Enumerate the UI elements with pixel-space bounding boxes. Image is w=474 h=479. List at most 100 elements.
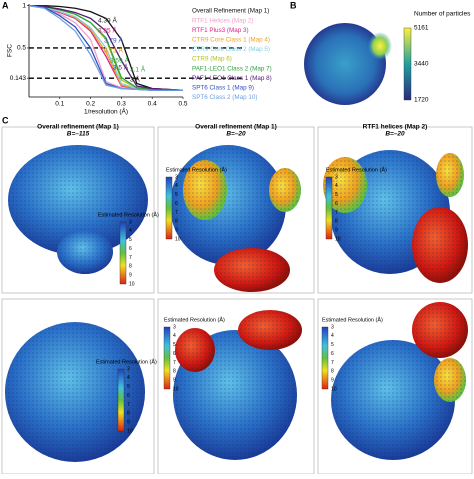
legend-entry: Overall Refinement (Map 1) <box>192 8 269 15</box>
colorbar-tick-label: 3 <box>127 366 130 372</box>
colorbar <box>165 176 173 240</box>
legend-entry: RTF1 Helices (Map 2) <box>192 17 253 24</box>
map-texture <box>412 302 468 358</box>
annotation: 3.79 Å <box>104 36 123 45</box>
colorbar-tick-label: 9 <box>173 377 176 383</box>
annotation: 3.73 Å <box>104 46 123 55</box>
x-tick-label: 0.5 <box>178 101 187 108</box>
map-texture <box>434 358 466 402</box>
map-texture <box>269 168 301 212</box>
colorbar-tick-label: 9 <box>127 419 130 425</box>
colorbar-tick-label: 5 <box>335 192 338 198</box>
colorbar-tick-label: 6 <box>331 351 334 357</box>
colorbar-tick-label: 3 <box>331 324 334 330</box>
colorbar-tick-label: 7 <box>173 360 176 366</box>
colorbar-tick-label: 5 <box>129 237 132 243</box>
colorbar-title: Estimated Resolution (Å) <box>326 166 387 173</box>
colorbar-tick-label: 3440 <box>414 61 429 68</box>
legend-entry: PAF1-LEO1 Class 2 (Map 7) <box>192 65 272 72</box>
map-bfactor: B=–20 <box>226 131 246 138</box>
colorbar-tick-label: 3 <box>129 219 132 225</box>
colorbar-title: Estimated Resolution (Å) <box>322 316 383 323</box>
y-tick-label: 1 <box>22 2 26 9</box>
map-texture <box>412 207 468 283</box>
annotation: 3 Å <box>130 75 140 84</box>
colorbar-tick-label: 7 <box>127 402 130 408</box>
panel-label: C <box>2 115 9 125</box>
legend-entry: PAF1-LEO1 Class 1 (Map 8) <box>192 75 272 82</box>
panel-label: B <box>290 0 297 10</box>
fsc-curve <box>28 5 184 91</box>
colorbar-tick-label: 10 <box>127 428 133 434</box>
colorbar-tick-label: 6 <box>127 393 130 399</box>
colorbar-tick-label: 9 <box>175 227 178 233</box>
colorbar <box>163 326 171 390</box>
map-title: RTF1 helices (Map 2) <box>363 124 428 131</box>
annotation: 3.5 Å <box>113 63 129 72</box>
colorbar-tick-label: 6 <box>175 201 178 207</box>
map-texture <box>183 160 227 220</box>
y-tick-label: 0.143 <box>10 75 27 82</box>
colorbar-tick-label: 3 <box>173 324 176 330</box>
annotation: 4.39 Å <box>98 16 117 25</box>
colorbar-tick-label: 6 <box>173 351 176 357</box>
colorbar-tick-label: 6 <box>129 246 132 252</box>
map-texture <box>323 157 367 213</box>
density-hotspot <box>368 32 392 60</box>
colorbar-tick-label: 9 <box>129 272 132 278</box>
colorbar-tick-label: 7 <box>331 360 334 366</box>
colorbar-tick-label: 5161 <box>414 25 429 32</box>
legend-entry: CTR9 Core Class 2 (Map 5) <box>192 46 270 53</box>
map-texture <box>175 328 215 372</box>
x-tick-label: 0.4 <box>148 101 157 108</box>
x-axis-title: 1/resolution (Å) <box>84 107 128 116</box>
colorbar-tick-label: 9 <box>331 377 334 383</box>
colorbar-title: Estimated Resolution (Å) <box>166 166 227 173</box>
colorbar-title: Estimated Resolution (Å) <box>98 211 159 218</box>
colorbar <box>403 27 412 101</box>
colorbar-tick-label: 4 <box>127 375 130 381</box>
colorbar-title: Number of particles <box>414 11 471 18</box>
colorbar-tick-label: 5 <box>173 342 176 348</box>
colorbar-tick-label: 4 <box>129 228 132 234</box>
colorbar-tick-label: 3 <box>175 174 178 180</box>
colorbar-tick-label: 4 <box>331 333 334 339</box>
colorbar-tick-label: 4 <box>173 333 176 339</box>
colorbar-tick-label: 5 <box>175 192 178 198</box>
map-texture <box>8 145 148 255</box>
colorbar-tick-label: 5 <box>127 384 130 390</box>
map-texture <box>331 340 455 460</box>
legend-entry: RTF1 Plus3 (Map 3) <box>192 27 249 34</box>
colorbar-tick-label: 10 <box>335 236 341 242</box>
legend-entry: SPT6 Class 2 (Map 10) <box>192 94 257 101</box>
colorbar-title: Estimated Resolution (Å) <box>96 358 157 365</box>
map-texture <box>214 248 290 292</box>
annotation: 3.1 Å <box>130 65 146 74</box>
map-texture <box>5 322 145 462</box>
colorbar-tick-label: 4 <box>175 183 178 189</box>
colorbar-tick-label: 10 <box>129 281 135 287</box>
panel-label: A <box>2 0 9 10</box>
y-axis-title: FSC <box>7 44 14 57</box>
map-texture <box>436 153 464 197</box>
colorbar <box>119 221 127 285</box>
annotation: 3.59 Å <box>110 56 129 65</box>
x-tick-label: 0.3 <box>117 101 126 108</box>
colorbar-tick-label: 8 <box>173 369 176 375</box>
colorbar-tick-label: 7 <box>129 255 132 261</box>
map-title: Overall refinement (Map 1) <box>195 124 277 131</box>
map-texture <box>57 230 113 274</box>
colorbar-tick-label: 8 <box>331 369 334 375</box>
map-bfactor: B=–20 <box>385 131 405 138</box>
colorbar-tick-label: 8 <box>335 219 338 225</box>
colorbar-tick-label: 1720 <box>414 97 429 104</box>
map-title: Overall refinement (Map 1) <box>37 124 119 131</box>
colorbar-tick-label: 7 <box>175 210 178 216</box>
colorbar-tick-label: 4 <box>335 183 338 189</box>
legend-entry: CTR9 (Map 6) <box>192 56 232 63</box>
colorbar-tick-label: 10 <box>173 386 179 392</box>
colorbar-tick-label: 7 <box>335 210 338 216</box>
fsc-curve <box>28 5 183 91</box>
colorbar <box>117 368 125 432</box>
